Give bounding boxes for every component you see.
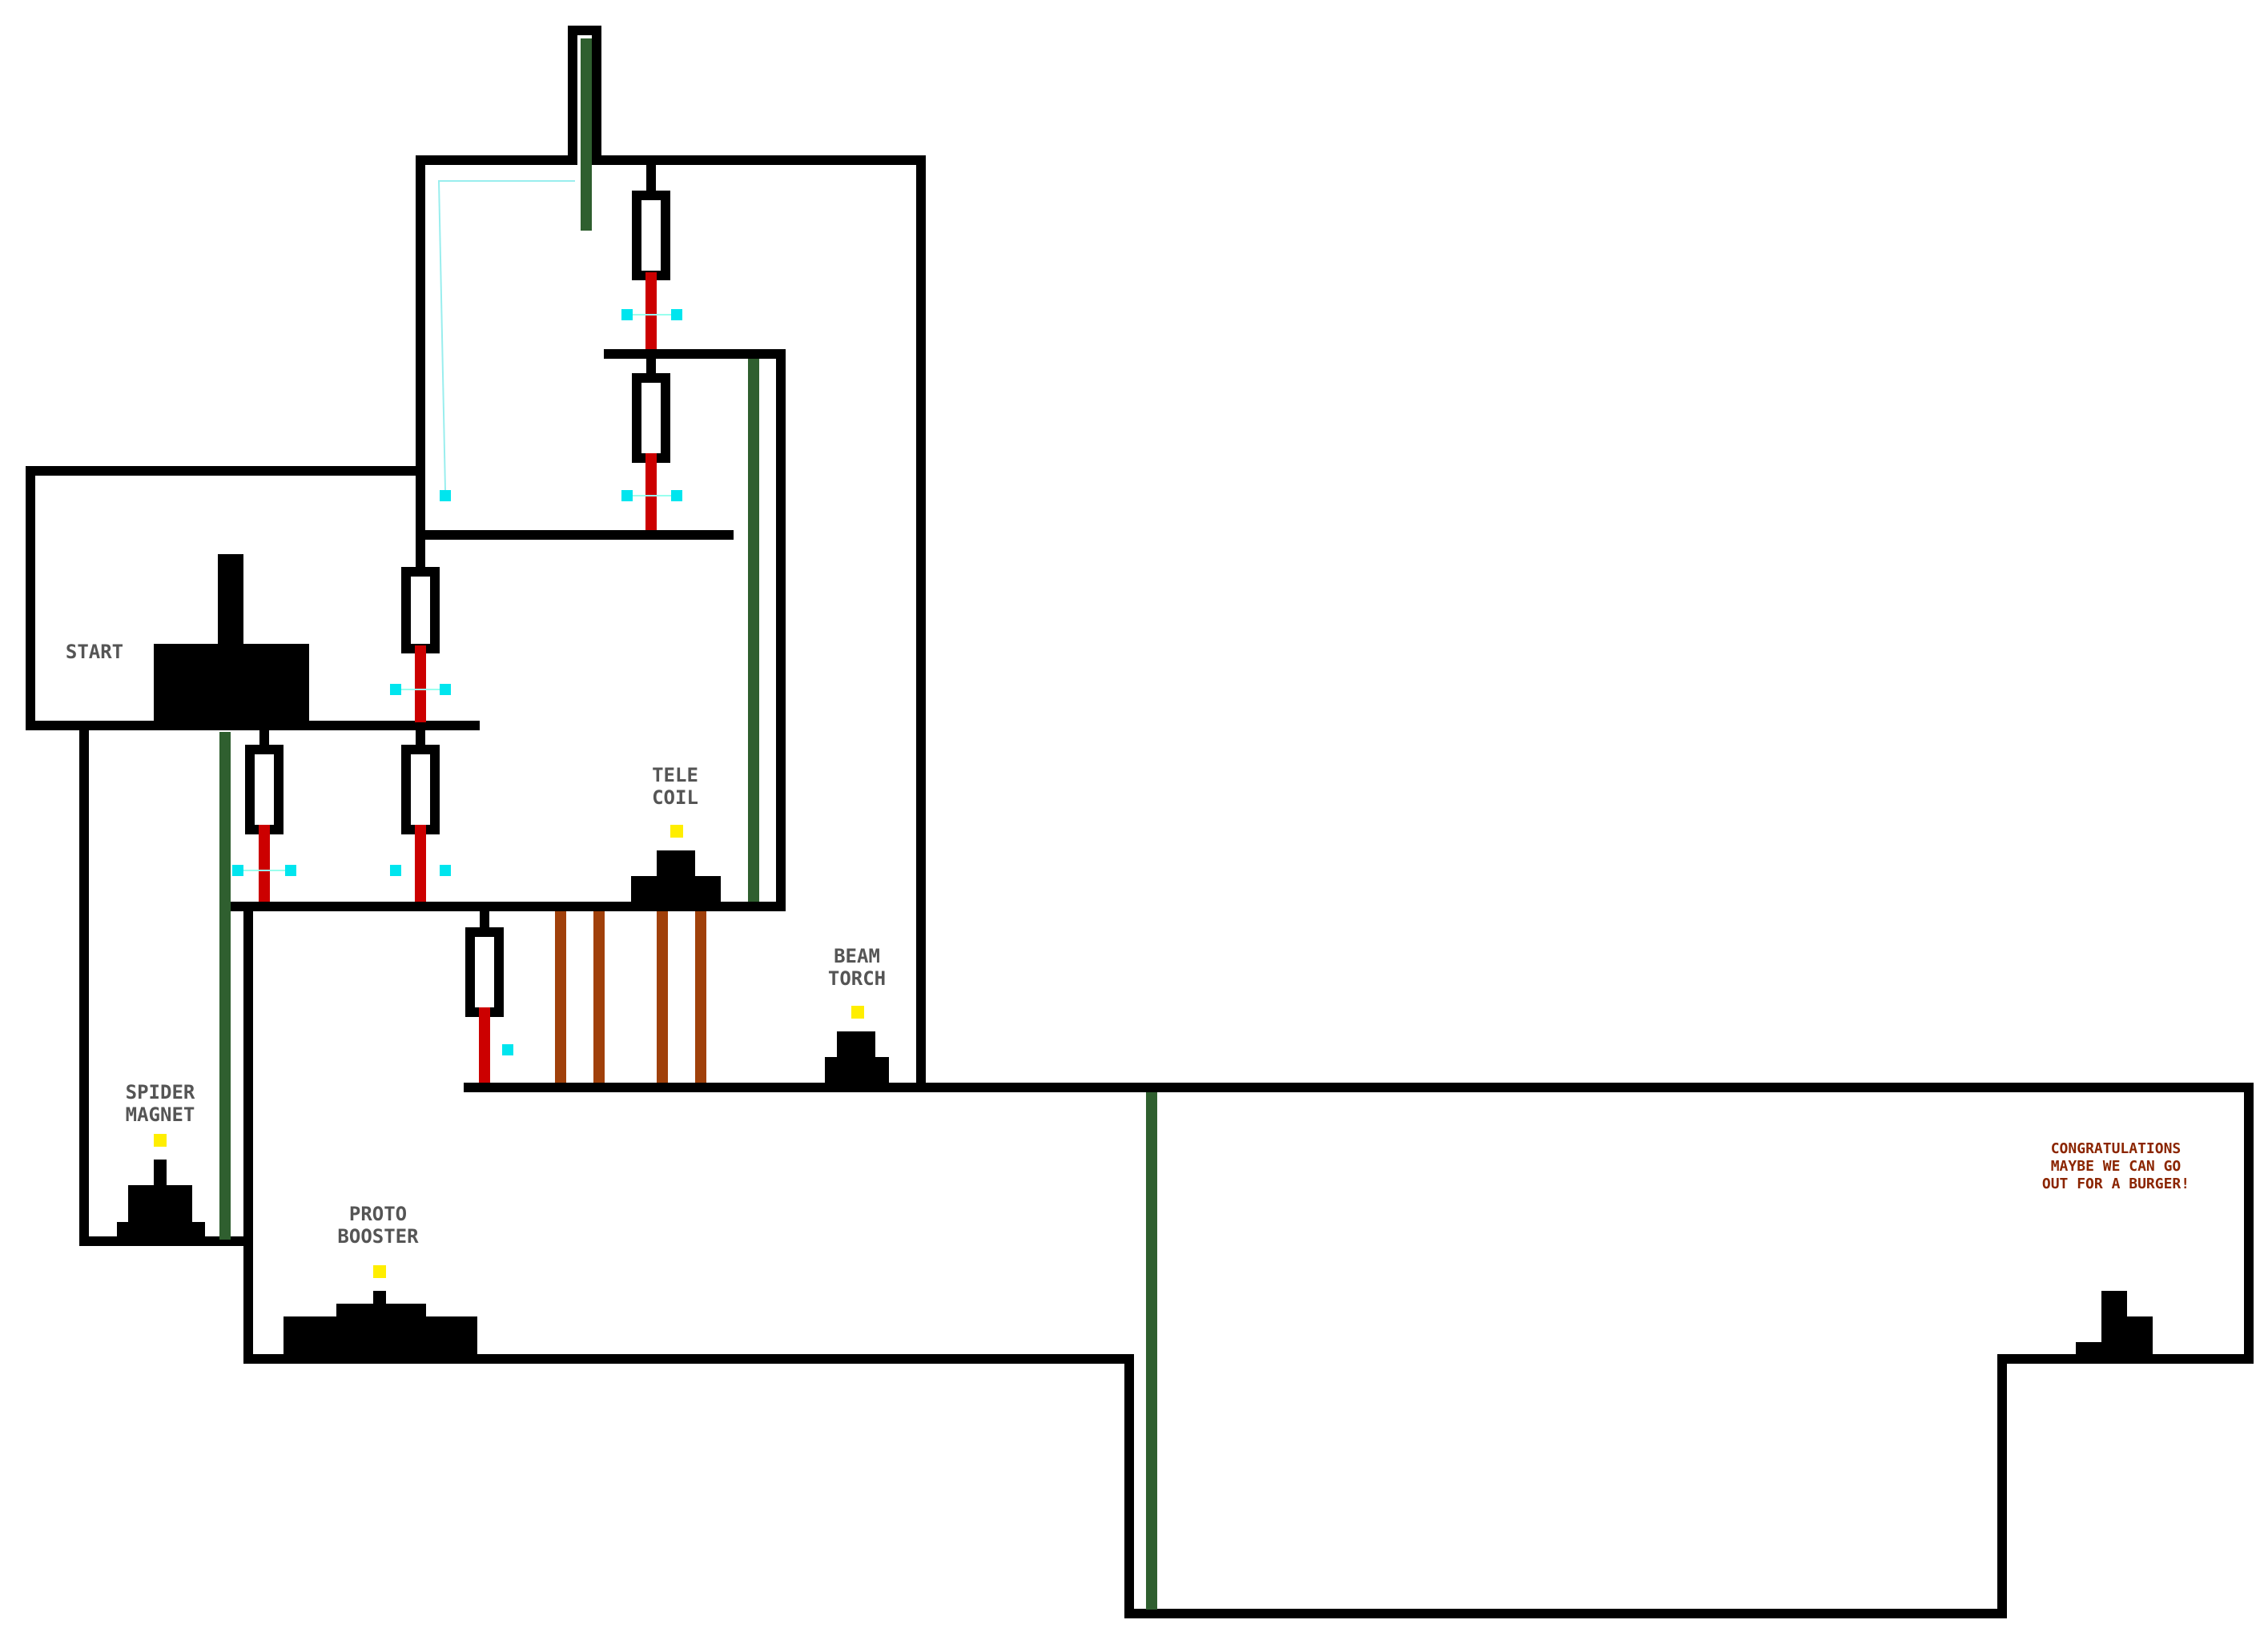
wall-lower-hall-floor bbox=[243, 1083, 2254, 1618]
wall-upper-building bbox=[416, 155, 577, 573]
walls bbox=[26, 26, 2254, 1618]
pedestal-beam-torch bbox=[825, 1031, 889, 1087]
label-spider-magnet-2: MAGNET bbox=[126, 1103, 195, 1126]
label-start: START bbox=[66, 641, 123, 663]
label-tele-coil-1: TELE bbox=[652, 764, 698, 786]
pedestal-goal bbox=[2076, 1291, 2153, 1358]
elevator-hall bbox=[1146, 1092, 1157, 1610]
door-6 bbox=[465, 927, 504, 1083]
elevator-right bbox=[748, 359, 759, 902]
force-fields bbox=[555, 911, 706, 1083]
door-5 bbox=[401, 745, 440, 902]
item-markers bbox=[154, 825, 864, 1278]
label-proto-booster-1: PROTO bbox=[349, 1203, 407, 1225]
door-1 bbox=[632, 191, 670, 349]
wall-chimney bbox=[568, 26, 601, 165]
wall-inner-ledge-2 bbox=[227, 349, 786, 911]
label-beam-torch-2: TORCH bbox=[828, 967, 886, 990]
sensors bbox=[232, 180, 682, 1055]
label-proto-booster-2: BOOSTER bbox=[337, 1225, 419, 1248]
label-congrats-2: MAYBE WE CAN GO bbox=[2051, 1158, 2182, 1175]
label-congrats-1: CONGRATULATIONS bbox=[2051, 1140, 2182, 1157]
label-tele-coil-2: COIL bbox=[652, 786, 698, 809]
elevators bbox=[219, 38, 1157, 1610]
label-congrats-3: OUT FOR A BURGER! bbox=[2042, 1176, 2190, 1192]
door-4 bbox=[245, 745, 284, 902]
door-2 bbox=[632, 373, 670, 530]
pedestal-proto-booster bbox=[284, 1291, 477, 1357]
label-beam-torch-1: BEAM bbox=[834, 945, 880, 967]
label-spider-magnet-1: SPIDER bbox=[126, 1081, 195, 1103]
marker-proto-booster bbox=[373, 1265, 386, 1278]
start-pedestal bbox=[154, 554, 309, 724]
wall-upper-building-right bbox=[592, 155, 926, 1092]
elevator-left bbox=[219, 732, 231, 1240]
pedestal-tele-coil bbox=[631, 850, 721, 906]
door-3 bbox=[401, 567, 440, 722]
marker-tele-coil bbox=[670, 825, 683, 838]
pedestal-spider-magnet bbox=[117, 1160, 205, 1241]
wall-start-room bbox=[26, 466, 480, 730]
door-stems bbox=[259, 165, 656, 929]
marker-spider-magnet bbox=[154, 1134, 167, 1147]
doors bbox=[245, 191, 670, 1083]
elevator-chimney bbox=[581, 38, 592, 231]
marker-beam-torch bbox=[851, 1006, 864, 1019]
